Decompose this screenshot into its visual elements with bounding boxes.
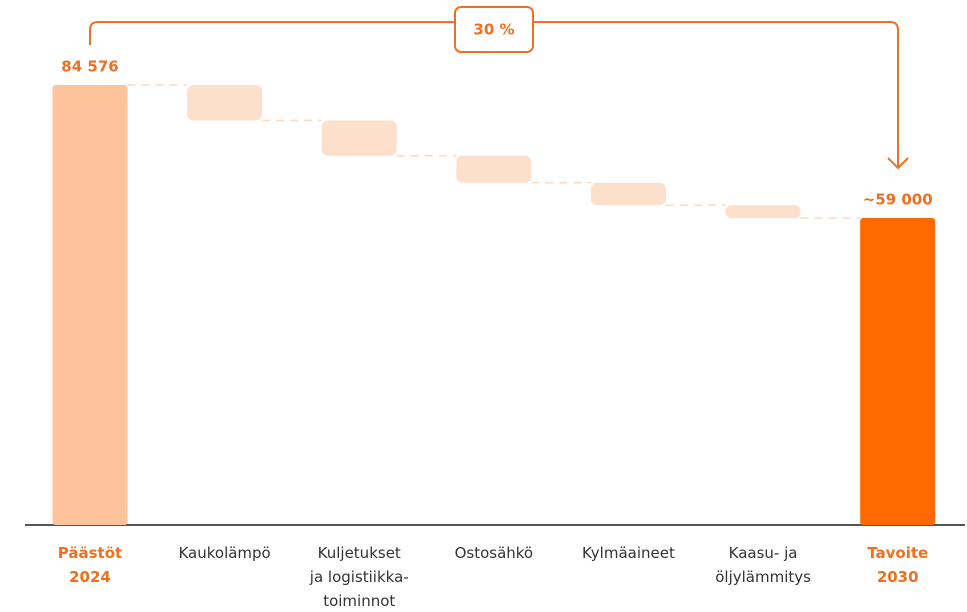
- bar: [725, 205, 801, 219]
- bar: [590, 182, 666, 206]
- value-label: ~59 000: [863, 191, 933, 209]
- bracket-arrow: [89, 21, 909, 170]
- x-tick-label: Kylmäaineet: [582, 544, 675, 562]
- bar: [860, 218, 936, 526]
- bar: [321, 120, 397, 156]
- bar: [52, 84, 128, 525]
- annotation: 30 %: [473, 21, 514, 39]
- x-tick-label: Tavoite 2030: [867, 544, 928, 586]
- x-tick-label: Päästöt 2024: [58, 544, 122, 586]
- x-tick-label: Kuljetukset ja logistiikka-toiminnot: [309, 544, 409, 610]
- x-tick-label: Kaasu- ja öljylämmitys: [715, 544, 811, 586]
- bar: [456, 155, 532, 183]
- x-tick-label: Ostosähkö: [455, 544, 534, 562]
- annotation-box: [454, 6, 534, 53]
- value-label: 84 576: [61, 57, 118, 75]
- x-tick-label: Kaukolämpö: [178, 544, 270, 562]
- bar: [187, 84, 263, 121]
